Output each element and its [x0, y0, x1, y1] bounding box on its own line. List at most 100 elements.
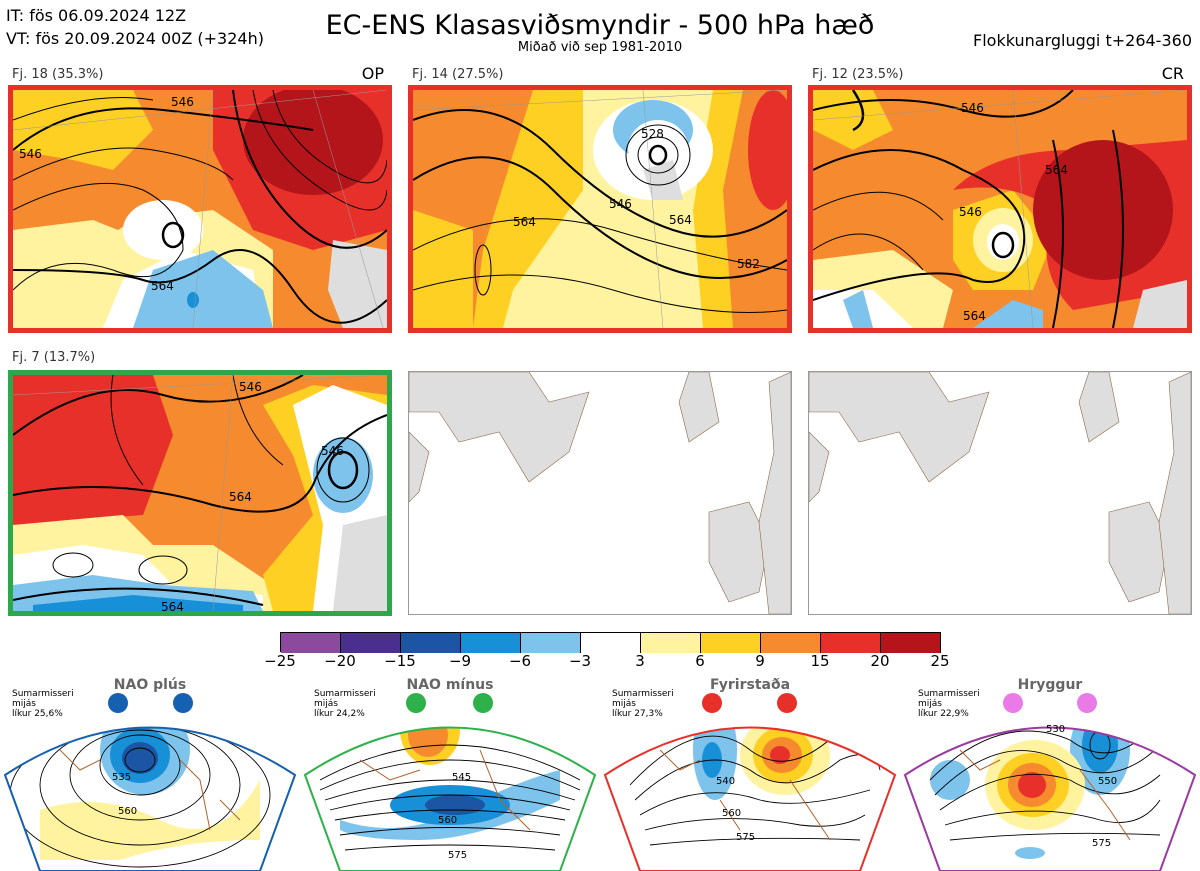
colorbar-cell [401, 633, 461, 653]
colorbar-cell [581, 633, 641, 653]
regime-map-nao-minus [305, 727, 595, 871]
contour-label: 550 [1098, 776, 1117, 787]
panel-1-label: Fj. 18 (35.3%) [12, 67, 104, 82]
regime-map-blocking [605, 727, 895, 871]
panel-2-label: Fj. 14 (27.5%) [412, 67, 504, 82]
colorbar-tick-label: −20 [324, 652, 356, 670]
colorbar-tick-label: −15 [384, 652, 416, 670]
cluster-map-2-svg: 528 546 564 582 564 [413, 90, 787, 328]
regime-info-line: Sumarmisseri [12, 689, 74, 699]
initial-time: IT: fös 06.09.2024 12Z [6, 6, 187, 25]
regime-dot [1077, 693, 1097, 713]
regime-dot [173, 693, 193, 713]
contour-label: 564 [151, 279, 174, 293]
colorbar-cell [281, 633, 341, 653]
regime-dot [473, 693, 493, 713]
cluster-map-1[interactable]: 546 564 546 [8, 85, 392, 333]
contour-label: 564 [963, 309, 986, 323]
regime-info-line: Sumarmisseri [918, 689, 980, 699]
regime-title-blocking: Fyrirstaða [709, 677, 791, 693]
page-subtitle: Miðað við sep 1981-2010 [517, 40, 683, 55]
contour-label: 530 [1046, 724, 1065, 735]
regime-info-line: líkur 25,6% [12, 709, 63, 719]
contour-label: 560 [118, 806, 137, 817]
regime-dot [777, 693, 797, 713]
regime-info-line: mijás [314, 699, 338, 709]
cluster-map-4[interactable]: 564 546 546 564 [8, 370, 392, 616]
regime-info-line: líkur 22,9% [918, 709, 969, 719]
contour-label: 546 [609, 197, 632, 211]
contour-label: 575 [736, 832, 755, 843]
panel-4-label: Fj. 7 (13.7%) [12, 350, 96, 365]
colorbar-tick-label: −25 [264, 652, 296, 670]
colorbar-tick-label: 25 [930, 652, 950, 670]
contour-label: 546 [239, 380, 262, 394]
colorbar-cell [461, 633, 521, 653]
contour-label: 560 [438, 815, 457, 826]
contour-label: 546 [961, 101, 984, 115]
contour-label: 535 [112, 772, 131, 783]
classification-window: Flokkunargluggi t+264-360 [973, 31, 1192, 50]
regime-info-line: mijás [918, 699, 942, 709]
regime-map-ridge [905, 727, 1195, 871]
header-left: IT: fös 06.09.2024 12Z VT: fös 20.09.202… [6, 4, 264, 50]
contour-label: 564 [229, 490, 252, 504]
regime-title-nao-minus: NAO mínus [406, 677, 494, 693]
colorbar-cell [521, 633, 581, 653]
colorbar-cell [341, 633, 401, 653]
regime-dot [406, 693, 426, 713]
colorbar: −25 −20 −15 −9 −6 −3 3 6 9 15 20 25 [264, 632, 950, 670]
contour-label: 560 [722, 808, 741, 819]
contour-label: 545 [452, 772, 471, 783]
panel-3-label: Fj. 12 (23.5%) [812, 67, 904, 82]
regime-info-line: mijás [12, 699, 36, 709]
colorbar-cell [881, 633, 941, 653]
empty-map-5 [408, 371, 792, 615]
page-title: EC-ENS Klasasviðsmyndir - 500 hPa hæð [325, 10, 875, 41]
cluster-map-3[interactable]: 546 546 564 564 [808, 85, 1192, 333]
contour-label: 564 [669, 213, 692, 227]
contour-label: 564 [513, 215, 536, 229]
colorbar-tick-label: 9 [755, 652, 765, 670]
regime-title-ridge: Hryggur [1017, 677, 1083, 693]
contour-label: 575 [1092, 838, 1111, 849]
contour-label: 546 [959, 205, 982, 219]
colorbar-tick-label: 3 [635, 652, 645, 670]
regime-info-nao-plus: Sumarmisseri mijás líkur 25,6% [12, 689, 74, 719]
colorbar-cell [701, 633, 761, 653]
regime-info-blocking: Sumarmisseri mijás líkur 27,3% [612, 689, 674, 719]
regime-info-ridge: Sumarmisseri mijás líkur 22,9% [918, 689, 980, 719]
colorbar-tick-label: 15 [810, 652, 830, 670]
cluster-map-1-svg: 546 564 546 [13, 90, 387, 328]
colorbar-tick-label: −3 [568, 652, 592, 670]
contour-label: 546 [321, 444, 344, 458]
cluster-map-2[interactable]: 528 546 564 582 564 [408, 85, 792, 333]
contour-label: 564 [1045, 163, 1068, 177]
panel-3-tag: CR [1161, 64, 1184, 83]
regime-info-line: mijás [612, 699, 636, 709]
colorbar-cell [761, 633, 821, 653]
regime-dot [108, 693, 128, 713]
contour-label: 575 [448, 850, 467, 861]
colorbar-tick-label: 20 [870, 652, 890, 670]
colorbar-tick-label: −9 [448, 652, 472, 670]
cluster-map-4-svg: 564 546 546 564 [13, 375, 387, 611]
regime-info-line: líkur 24,2% [314, 709, 365, 719]
contour-label: 582 [737, 257, 760, 271]
regime-title-nao-plus: NAO plús [113, 677, 187, 693]
contour-label: 528 [641, 127, 664, 141]
colorbar-tick-label: −6 [508, 652, 532, 670]
colorbar-tick-label: 6 [695, 652, 705, 670]
contour-label: 546 [19, 147, 42, 161]
colorbar-cells [280, 632, 941, 653]
regime-dot [1003, 693, 1023, 713]
regime-info-line: líkur 27,3% [612, 709, 663, 719]
panel-1-tag: OP [361, 64, 384, 83]
colorbar-cell [641, 633, 701, 653]
regime-dot [702, 693, 722, 713]
contour-label: 540 [716, 776, 735, 787]
regime-map-nao-plus [5, 727, 295, 871]
cluster-map-3-svg: 546 546 564 564 [813, 90, 1187, 328]
contour-label: 546 [171, 95, 194, 109]
empty-map-6-svg [809, 372, 1191, 614]
